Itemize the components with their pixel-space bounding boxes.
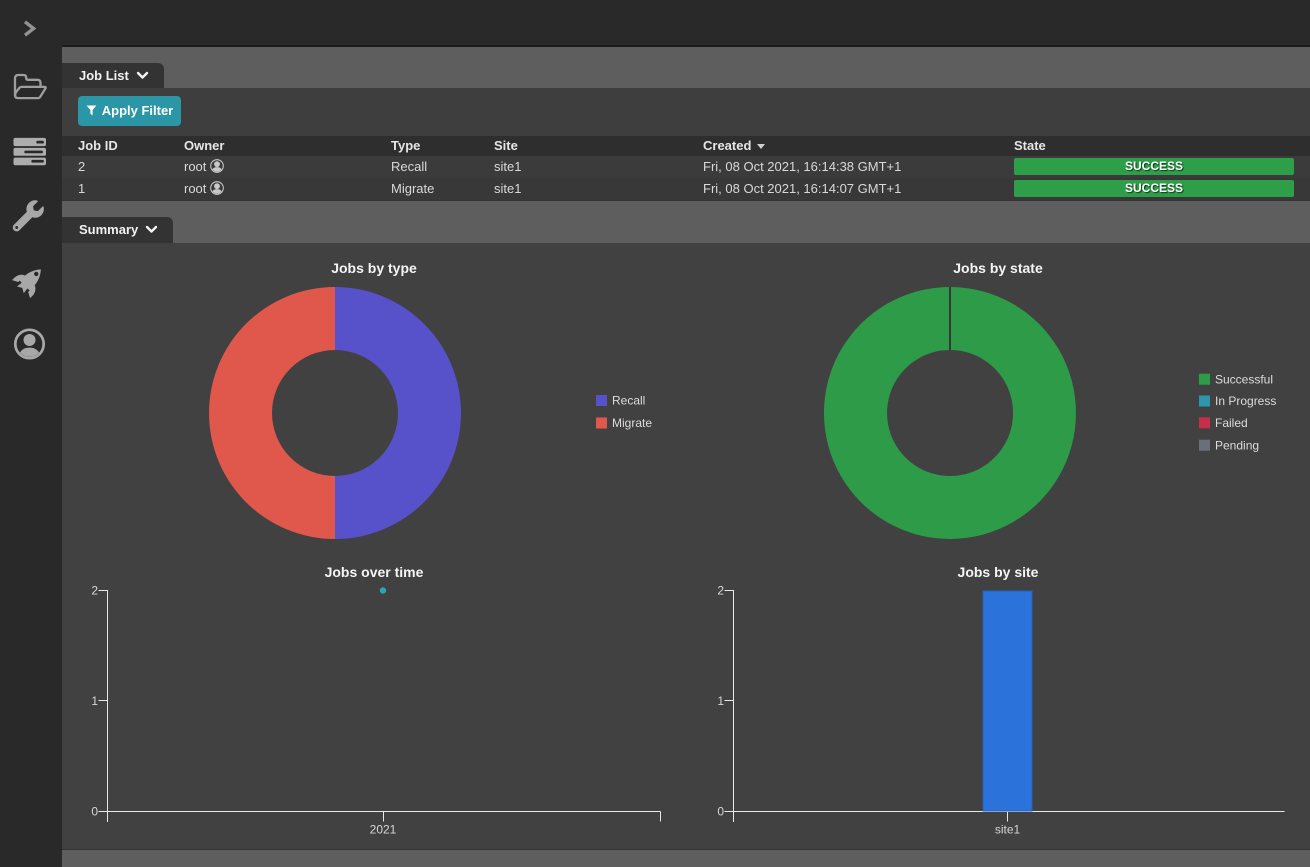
svg-text:Jobs by site: Jobs by site xyxy=(958,564,1039,580)
svg-text:2: 2 xyxy=(717,584,724,598)
svg-text:2021: 2021 xyxy=(370,823,397,837)
svg-text:1: 1 xyxy=(91,694,98,708)
svg-text:Jobs by state: Jobs by state xyxy=(953,260,1043,276)
svg-text:In Progress: In Progress xyxy=(1215,394,1276,408)
svg-text:0: 0 xyxy=(717,805,724,819)
svg-text:1: 1 xyxy=(717,694,724,708)
svg-text:site1: site1 xyxy=(995,823,1021,837)
svg-text:Jobs by type: Jobs by type xyxy=(331,260,417,276)
svg-text:Migrate: Migrate xyxy=(612,416,652,430)
svg-text:Failed: Failed xyxy=(1215,416,1248,430)
svg-text:Successful: Successful xyxy=(1215,372,1273,386)
svg-text:2: 2 xyxy=(91,584,98,598)
svg-text:Pending: Pending xyxy=(1215,438,1259,452)
svg-text:Jobs over time: Jobs over time xyxy=(325,564,424,580)
svg-text:0: 0 xyxy=(91,805,98,819)
svg-text:Recall: Recall xyxy=(612,394,645,408)
